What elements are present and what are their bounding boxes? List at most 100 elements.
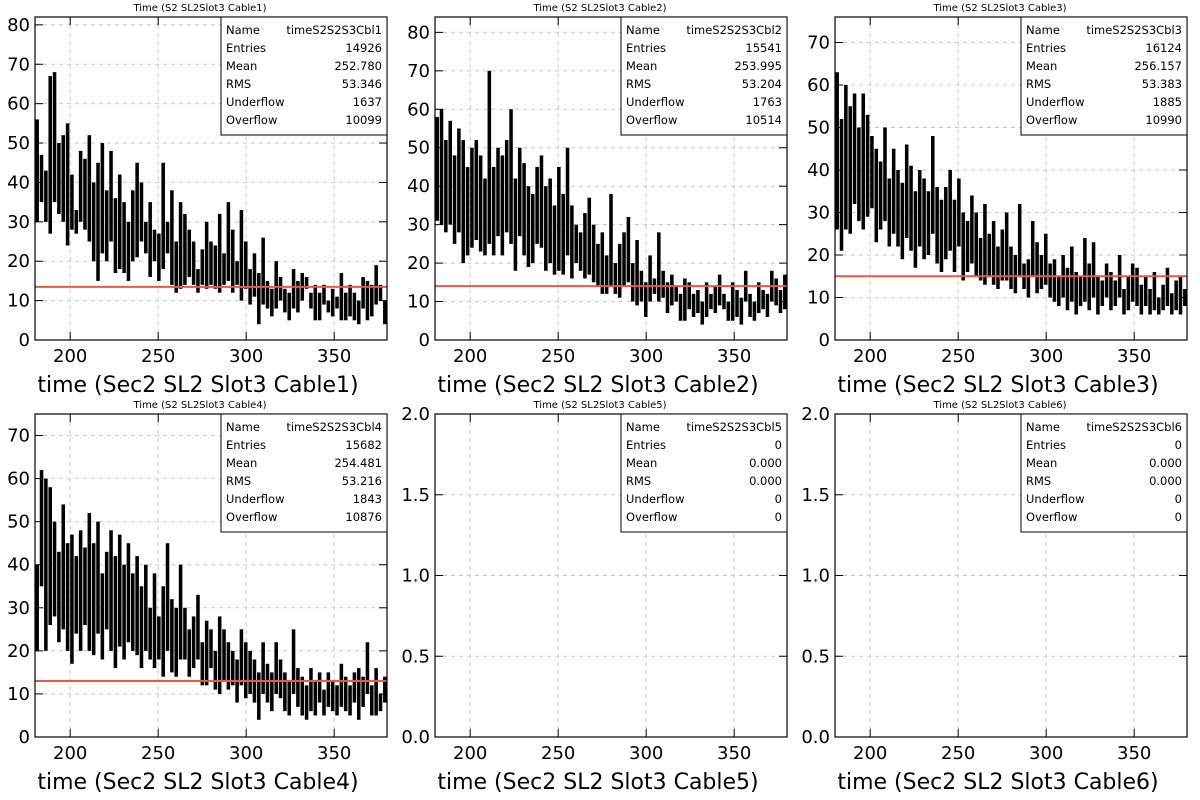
histogram-bin bbox=[474, 140, 479, 241]
histogram-bin bbox=[852, 93, 857, 204]
stats-label-rms: RMS bbox=[1026, 77, 1051, 91]
histogram-bin bbox=[896, 170, 900, 247]
histogram-bin bbox=[383, 676, 387, 703]
stats-label-underflow: Underflow bbox=[626, 95, 685, 109]
histogram-bin bbox=[752, 301, 757, 321]
histogram-bin bbox=[704, 282, 709, 317]
x-axis-label: time (Sec2 SL2 Slot3 Cable2) bbox=[437, 373, 758, 398]
histogram-bin bbox=[378, 693, 383, 712]
histogram-panel-5: Time (S2 SL2Slot3 Cable5) 200 250 300 350 0.0… bbox=[400, 397, 800, 797]
histogram-bin bbox=[604, 255, 609, 294]
histogram-bin bbox=[370, 284, 374, 317]
y-tick-label: 1.0 bbox=[801, 566, 830, 587]
histogram-bin bbox=[48, 76, 52, 234]
histogram-bin bbox=[139, 182, 144, 242]
histogram-bin bbox=[783, 274, 787, 310]
histogram-bin bbox=[870, 136, 874, 209]
histogram-bin bbox=[74, 210, 79, 234]
stats-value-name: timeS2S2S3Cbl2 bbox=[686, 23, 782, 37]
histogram-bin bbox=[378, 284, 383, 301]
stats-label-mean: Mean bbox=[226, 456, 257, 470]
histogram-bin bbox=[270, 288, 274, 317]
histogram-bin bbox=[152, 229, 157, 262]
histogram-bin bbox=[296, 668, 300, 707]
histogram-bin bbox=[209, 629, 213, 669]
histogram-bin bbox=[1057, 276, 1061, 306]
histogram-bin bbox=[239, 629, 244, 686]
histogram-bin bbox=[44, 478, 48, 651]
stats-box bbox=[220, 16, 388, 136]
histogram-bin bbox=[678, 293, 683, 321]
histogram-bin bbox=[283, 672, 287, 712]
y-tick-label: 30 bbox=[807, 203, 830, 224]
histogram-bin bbox=[100, 143, 105, 254]
histogram-bin bbox=[178, 564, 183, 660]
stats-value-mean: 252.780 bbox=[334, 59, 382, 73]
x-axis-label: time (Sec2 SL2 Slot3 Cable5) bbox=[437, 770, 758, 795]
stats-value-underflow: 0 bbox=[775, 492, 782, 506]
stats-value-name: timeS2S2S3Cbl4 bbox=[286, 420, 382, 434]
y-tick-label: 1.5 bbox=[801, 485, 830, 506]
histogram-bin bbox=[952, 199, 957, 272]
histogram-bin bbox=[139, 586, 144, 669]
panel-title: Time (S2 SL2Slot3 Cable3) bbox=[932, 3, 1066, 14]
histogram-bin bbox=[544, 186, 548, 271]
stats-value-entries: 15541 bbox=[745, 41, 782, 55]
stats-label-entries: Entries bbox=[1026, 438, 1066, 452]
stats-box bbox=[1020, 413, 1188, 533]
y-tick-label: 50 bbox=[7, 133, 30, 154]
histogram-bin bbox=[304, 685, 309, 720]
histogram-bin bbox=[131, 573, 135, 651]
histogram-bin bbox=[1035, 242, 1039, 294]
y-tick-label: 0 bbox=[819, 330, 830, 351]
histogram-bin bbox=[739, 297, 744, 325]
histogram-bin bbox=[452, 155, 457, 244]
histogram-bin bbox=[191, 616, 196, 669]
histogram-bin bbox=[170, 599, 174, 673]
y-tick-label: 60 bbox=[7, 469, 30, 490]
histogram-bin bbox=[304, 276, 309, 289]
panel-title: Time (S2 SL2Slot3 Cable2) bbox=[532, 3, 666, 14]
histogram-bin bbox=[278, 659, 283, 699]
x-tick-label: 250 bbox=[141, 743, 175, 764]
histogram-bin bbox=[52, 521, 57, 617]
histogram-bin bbox=[435, 116, 439, 221]
y-tick-label: 40 bbox=[7, 172, 30, 193]
histogram-bin bbox=[48, 487, 52, 626]
x-tick-label: 300 bbox=[1029, 346, 1063, 367]
histogram-bin bbox=[570, 205, 574, 279]
y-tick-label: 20 bbox=[7, 251, 30, 272]
histogram-bin bbox=[348, 284, 352, 317]
histogram-bin bbox=[587, 197, 592, 275]
histogram-bin bbox=[135, 556, 139, 656]
y-tick-label: 80 bbox=[7, 15, 30, 36]
histogram-bin bbox=[196, 269, 200, 293]
histogram-bin bbox=[309, 292, 313, 309]
histogram-bin bbox=[296, 280, 300, 313]
y-tick-label: 50 bbox=[407, 138, 430, 159]
x-tick-label: 250 bbox=[941, 346, 975, 367]
y-tick-label: 10 bbox=[807, 288, 830, 309]
histogram-bin bbox=[761, 290, 765, 310]
histogram-bin bbox=[135, 162, 139, 258]
histogram-bin bbox=[291, 269, 296, 309]
histogram-bin bbox=[961, 212, 965, 281]
histogram-bin bbox=[52, 72, 57, 203]
stats-label-underflow: Underflow bbox=[1026, 492, 1085, 506]
histogram-bin bbox=[330, 681, 335, 712]
histogram-bin bbox=[904, 144, 909, 238]
histogram-bin bbox=[148, 202, 152, 277]
y-tick-label: 20 bbox=[407, 253, 430, 274]
histogram-bin bbox=[1026, 259, 1031, 298]
histogram-svg-3: Time (S2 SL2Slot3 Cable3) 200 250 300 350 0 10… bbox=[807, 3, 1188, 398]
histogram-bin bbox=[935, 187, 939, 264]
histogram-bin bbox=[591, 224, 596, 283]
histogram-bin bbox=[444, 140, 448, 233]
histogram-bin bbox=[583, 213, 587, 279]
histogram-bin bbox=[461, 140, 466, 264]
histogram-bin bbox=[478, 155, 483, 252]
histogram-bin bbox=[674, 286, 678, 302]
histogram-bin bbox=[230, 650, 235, 686]
stats-label-overflow: Overflow bbox=[1026, 510, 1077, 524]
